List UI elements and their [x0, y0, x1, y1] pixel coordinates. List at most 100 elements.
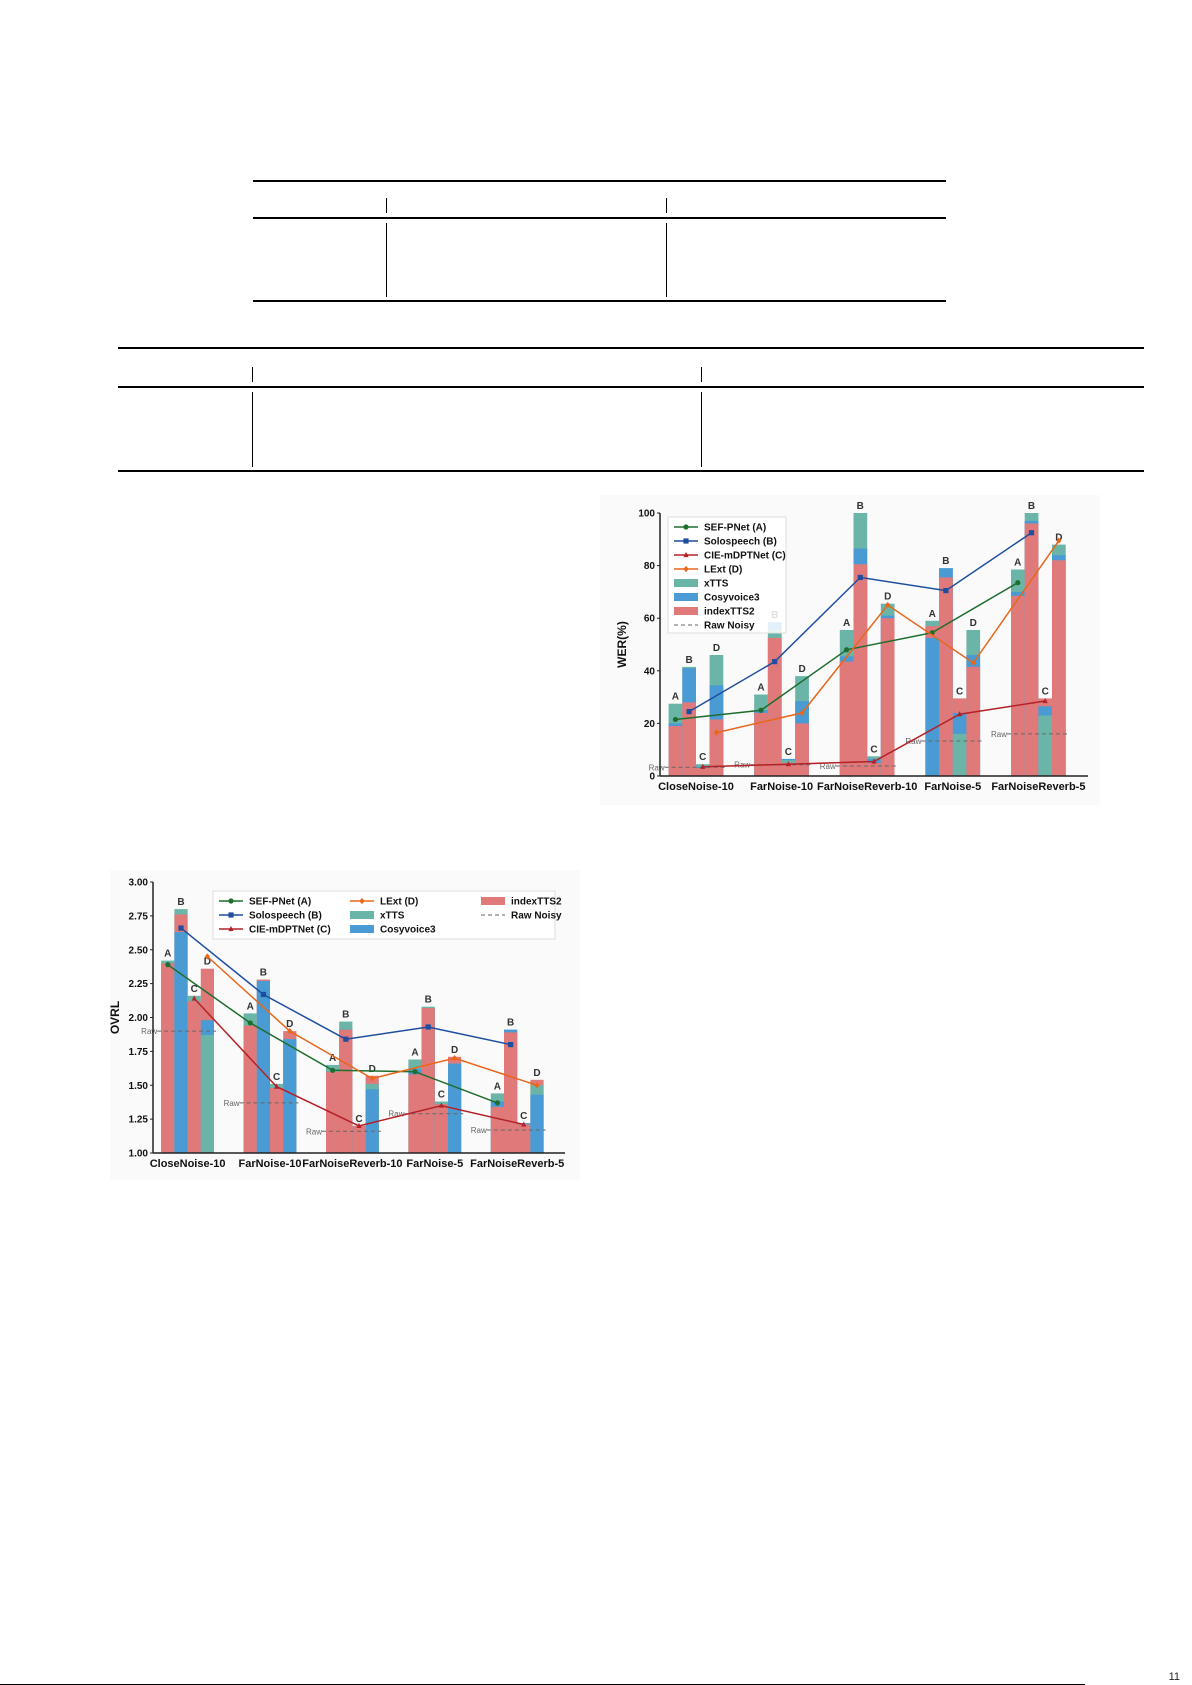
bar-method-label: C — [191, 984, 198, 995]
x-tick-label: FarNoise-5 — [406, 1158, 463, 1170]
bar-method-label: C — [355, 1114, 362, 1125]
y-tick-label: 1.25 — [129, 1115, 149, 1126]
bar-method-label: A — [329, 1053, 336, 1064]
bar-indexTTS2-C — [517, 1124, 531, 1153]
bar-indexTTS2-B — [421, 1008, 435, 1153]
legend-label: SEF-PNet (A) — [249, 897, 311, 908]
marker-circle — [758, 707, 764, 713]
marker-triangle — [438, 1102, 444, 1108]
y-tick-label: 80 — [644, 561, 656, 572]
table-2-body-divider — [252, 392, 253, 467]
legend-patch — [674, 607, 698, 615]
marker-circle — [672, 716, 679, 723]
marker-diamond — [683, 565, 689, 573]
marker-triangle — [785, 761, 791, 767]
table-2-header-divider — [252, 367, 253, 382]
bar-indexTTS2-D — [880, 618, 895, 776]
y-tick-label: 2.50 — [129, 945, 149, 956]
marker-triangle — [274, 1083, 280, 1089]
bar-indexTTS2-C — [352, 1125, 366, 1153]
bar-method-label: B — [177, 897, 184, 908]
marker-triangle — [700, 763, 706, 769]
marker-square — [425, 1024, 431, 1030]
raw-label: Raw — [306, 1127, 322, 1136]
legend-label: Raw Noisy — [511, 911, 562, 922]
marker-diamond — [451, 1055, 458, 1062]
bar-method-label: D — [204, 957, 211, 968]
bar-indexTTS2-C — [781, 762, 796, 776]
bar-xTTS-D — [200, 1035, 214, 1153]
bar-Cosyvoice3-D — [283, 1039, 297, 1153]
bar-indexTTS2-C — [696, 768, 710, 776]
marker-circle — [330, 1067, 336, 1073]
marker-triangle — [191, 995, 197, 1001]
bar-indexTTS2-A — [326, 1071, 340, 1153]
wer-chart: ABCDRawABCDRawABCDRawABCDRawABCDRaw02040… — [600, 495, 1100, 805]
bar-indexTTS2-A — [243, 1025, 257, 1153]
bar-indexTTS2-A — [1011, 595, 1025, 776]
marker-triangle — [683, 551, 689, 558]
bar-method-label: A — [843, 618, 850, 629]
raw-label: Raw — [224, 1099, 240, 1108]
legend-label: indexTTS2 — [704, 607, 755, 618]
raw-label: Raw — [141, 1027, 157, 1036]
bar-xTTS-C — [952, 733, 967, 776]
raw-label: Raw — [905, 737, 921, 746]
marker-triangle — [957, 711, 963, 717]
bar-method-label: B — [685, 655, 692, 666]
bar-method-label: A — [757, 683, 764, 694]
marker-square — [857, 574, 863, 581]
marker-square — [1028, 530, 1035, 536]
table-2-body-divider — [701, 392, 702, 467]
bar-indexTTS2-B — [853, 564, 868, 776]
bar-indexTTS2-D — [795, 723, 809, 776]
x-tick-label: FarNoiseReverb-10 — [817, 781, 917, 793]
bar-method-label: D — [884, 592, 891, 603]
y-tick-label: 1.75 — [129, 1047, 149, 1058]
legend-label: LExt (D) — [380, 897, 418, 908]
x-tick-label: FarNoiseReverb-5 — [470, 1158, 564, 1170]
bar-indexTTS2-B — [939, 577, 953, 776]
bar-indexTTS2-C — [187, 1001, 201, 1153]
marker-circle — [494, 1100, 501, 1106]
legend-patch — [350, 925, 374, 933]
marker-square — [178, 925, 184, 931]
legend-patch — [481, 897, 505, 905]
bar-indexTTS2-A — [754, 712, 768, 776]
bar-method-label: A — [672, 692, 679, 703]
raw-label: Raw — [388, 1110, 404, 1119]
ovrl-chart: A B C D Raw A B C D Raw A B C D Raw A B C D Raw A B C D Raw 1.00 1… — [108, 870, 580, 1180]
marker-triangle — [356, 1122, 362, 1128]
marker-circle — [412, 1069, 418, 1075]
bar-method-label: D — [451, 1045, 458, 1056]
table-1-header-divider — [666, 198, 667, 213]
marker-diamond — [359, 897, 365, 905]
y-tick-label: 1.00 — [129, 1149, 149, 1160]
bar-method-label: B — [507, 1018, 514, 1029]
marker-diamond — [287, 1027, 293, 1035]
page-number: 11 — [1168, 1671, 1180, 1683]
legend-patch — [350, 911, 374, 919]
bar-Cosyvoice3-D — [365, 1089, 379, 1153]
marker-diamond — [369, 1075, 375, 1082]
bar-method-label: B — [1028, 501, 1035, 512]
bar-Cosyvoice3-B — [256, 980, 270, 1153]
y-tick-label: 0 — [649, 772, 655, 783]
bar-indexTTS2-A — [161, 963, 175, 1153]
marker-square — [508, 1042, 514, 1048]
table-2-bottom-rule — [118, 470, 1144, 472]
marker-triangle — [521, 1121, 527, 1127]
bar-Cosyvoice3-A — [925, 637, 940, 776]
bar-indexTTS2-B — [682, 702, 696, 776]
x-tick-label: CloseNoise-10 — [150, 1158, 226, 1170]
table-1-bottom-rule — [253, 300, 946, 302]
y-tick-label: 1.50 — [129, 1081, 149, 1092]
x-tick-label: FarNoise-5 — [924, 781, 981, 793]
bar-method-label: A — [411, 1048, 418, 1059]
legend-label: xTTS — [380, 911, 405, 922]
bar-method-label: C — [699, 752, 706, 763]
bar-method-label: B — [425, 995, 432, 1006]
marker-square — [772, 658, 778, 665]
y-tick-label: 2.75 — [129, 911, 149, 922]
marker-diamond — [885, 601, 891, 609]
